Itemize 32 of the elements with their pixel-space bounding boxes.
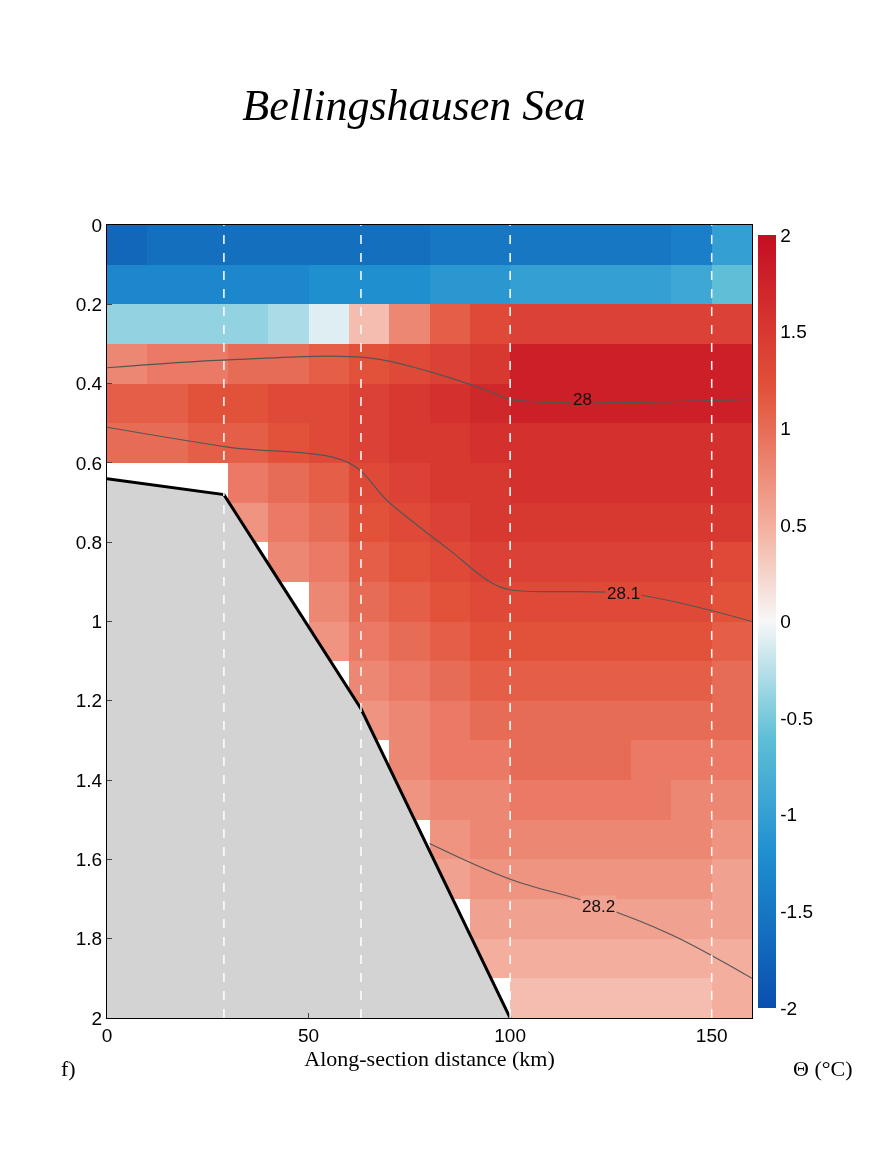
line-series xyxy=(428,842,752,979)
y-tick-label: 1.8 xyxy=(75,928,103,950)
y-tick-label: 0.6 xyxy=(75,452,103,474)
color-bar-label: -2 xyxy=(780,997,798,1019)
annotation: 28.1 xyxy=(607,584,641,603)
y-tick-label: 0.4 xyxy=(75,373,103,395)
y-tick-label: 0 xyxy=(91,214,103,236)
line-series xyxy=(107,426,752,623)
y-tick-label: 0.2 xyxy=(75,293,103,315)
annotation: 28.2 xyxy=(582,897,616,916)
x-tick-label: 100 xyxy=(494,1024,526,1046)
color-bar-label: -1.5 xyxy=(780,901,814,923)
color-bar-title: Θ (°C) xyxy=(793,1056,853,1081)
color-bar-label: 0.5 xyxy=(780,514,807,536)
color-bar-label: 1.5 xyxy=(780,321,807,343)
color-bar-label: 0 xyxy=(780,611,791,633)
y-tick-label: 0.8 xyxy=(75,531,103,553)
annotation: 28 xyxy=(573,390,592,409)
x-tick-label: 50 xyxy=(297,1024,320,1046)
text: f) xyxy=(61,1056,76,1081)
y-tick-label: 1 xyxy=(91,611,103,633)
color-bar-label: 1 xyxy=(780,417,791,439)
y-tick-label: 1.6 xyxy=(75,849,103,871)
color-bar-label: -1 xyxy=(780,804,798,826)
y-tick-label: 2 xyxy=(91,1007,103,1029)
chart-title: Bellingshausen Sea xyxy=(242,80,586,130)
y-tick-label: 1.2 xyxy=(75,690,103,712)
y-tick-label: 1.4 xyxy=(75,769,103,791)
x-axis-title: Along-section distance (km) xyxy=(304,1045,555,1071)
color-bar-label: 2 xyxy=(780,224,791,246)
color-bar-label: -0.5 xyxy=(780,707,814,729)
x-tick-label: 150 xyxy=(695,1024,728,1046)
